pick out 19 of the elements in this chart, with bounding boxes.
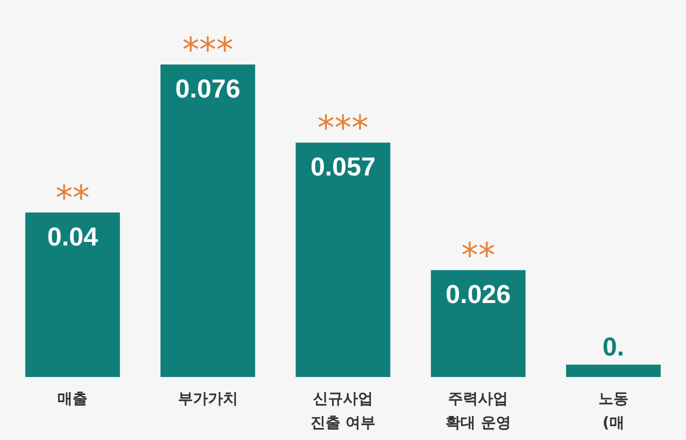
data-label: 0.04 bbox=[47, 222, 98, 252]
bar bbox=[430, 270, 526, 377]
data-label: 0. bbox=[602, 332, 624, 362]
data-label: 0.076 bbox=[175, 73, 240, 104]
annotation: *** bbox=[182, 30, 234, 70]
x-tick-label: 매출 bbox=[58, 390, 88, 408]
annotation: *** bbox=[318, 108, 368, 149]
annotation: ** bbox=[461, 236, 496, 276]
bar bbox=[160, 64, 256, 377]
data-label: 0.026 bbox=[446, 279, 511, 310]
data-label: 0.057 bbox=[310, 152, 376, 182]
bar bbox=[566, 364, 661, 377]
bar bbox=[25, 212, 120, 377]
x-tick-label: 노동 (매 bbox=[598, 390, 628, 432]
annotation: ** bbox=[56, 178, 90, 218]
bar bbox=[296, 142, 390, 377]
x-tick-label: 주력사업 확대 운영 bbox=[446, 390, 511, 432]
x-tick-label: 신규사업 진출 여부 bbox=[310, 390, 376, 432]
x-tick-label: 부가가치 bbox=[178, 390, 238, 408]
